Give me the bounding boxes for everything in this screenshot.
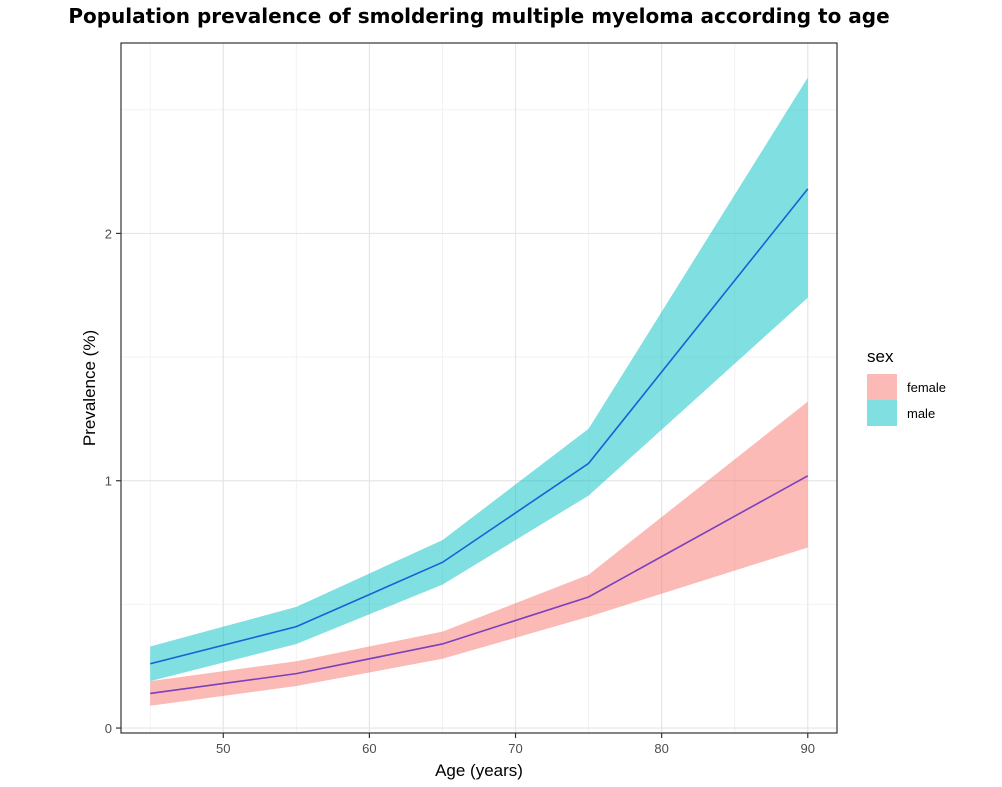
confidence-band-male (150, 77, 808, 682)
series-line-layer (150, 188, 809, 695)
x-tick-label: 90 (801, 741, 815, 756)
x-tick-label: 50 (216, 741, 230, 756)
confidence-band-female (150, 401, 808, 706)
series-line-male (150, 188, 809, 665)
legend-key-female (867, 374, 897, 400)
legend: sex female male (867, 347, 946, 426)
x-tick-label: 60 (362, 741, 376, 756)
x-tick-label: 70 (508, 741, 522, 756)
x-tick-label: 80 (654, 741, 668, 756)
legend-label-female: female (907, 380, 946, 395)
series-line-female (150, 475, 809, 695)
legend-items: female male (867, 374, 946, 426)
legend-key-male (867, 400, 897, 426)
legend-title: sex (867, 347, 894, 366)
y-tick-label: 0 (105, 721, 112, 736)
x-axis-title: Age (years) (435, 761, 523, 780)
y-tick-label: 2 (105, 226, 112, 241)
y-tick-label: 1 (105, 474, 112, 489)
y-axis-title: Prevalence (%) (80, 330, 99, 446)
chart-title: Population prevalence of smoldering mult… (68, 4, 890, 28)
plot-border (120, 42, 838, 734)
tick-layer: 50 60 70 80 90 0 1 2 (105, 226, 815, 756)
confidence-band-layer (150, 77, 808, 706)
legend-label-male: male (907, 406, 935, 421)
